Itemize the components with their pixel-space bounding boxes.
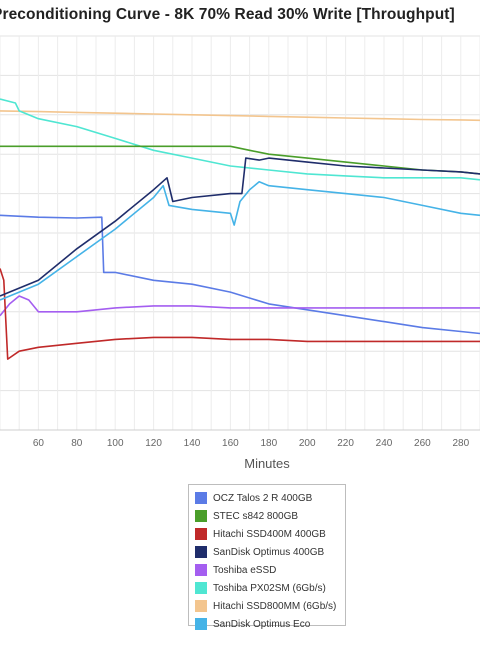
legend-label: Toshiba PX02SM (6Gb/s): [213, 582, 326, 594]
legend-item: Hitachi SSD400M 400GB: [195, 525, 339, 543]
x-tick-label: 260: [414, 438, 431, 449]
chart-grid: [0, 35, 480, 431]
legend-item: SanDisk Optimus 400GB: [195, 543, 339, 561]
legend-item: Toshiba eSSD: [195, 561, 339, 579]
legend-label: SanDisk Optimus Eco: [213, 618, 311, 630]
legend-label: OCZ Talos 2 R 400GB: [213, 492, 313, 504]
legend-swatch: [195, 546, 207, 558]
x-tick-label: 120: [145, 438, 162, 449]
x-tick-label: 240: [376, 438, 393, 449]
x-tick-label: 220: [337, 438, 354, 449]
chart-plot: 60 80 100 120 140 160 180 200 220 240 260 280: [0, 35, 480, 449]
x-tick-label: 200: [299, 438, 316, 449]
legend-item: Toshiba PX02SM (6Gb/s): [195, 579, 339, 597]
legend-item: Hitachi SSD800MM (6Gb/s): [195, 597, 339, 615]
legend-label: STEC s842 800GB: [213, 510, 299, 522]
series-line-sandisk-optimus-eco: [0, 181, 480, 301]
series-line-sandisk-optimus-400gb: [0, 157, 480, 297]
legend-swatch: [195, 600, 207, 612]
x-tick-label: 160: [222, 438, 239, 449]
x-tick-label: 80: [71, 438, 83, 449]
legend-item: STEC s842 800GB: [195, 507, 339, 525]
legend-swatch: [195, 582, 207, 594]
series-line-hitachi-ssd800mm-6gb-s: [0, 110, 480, 122]
x-tick-label: 280: [452, 438, 469, 449]
legend-item: SanDisk Optimus Eco: [195, 615, 339, 633]
chart-x-ticks: 60 80 100 120 140 160 180 200 220 240 260 280: [33, 438, 470, 449]
series-line-toshiba-px02sm-6gb-s: [0, 98, 480, 181]
legend-label: Hitachi SSD400M 400GB: [213, 528, 326, 540]
legend-swatch: [195, 618, 207, 630]
chart-legend: OCZ Talos 2 R 400GB STEC s842 800GB Hitach…: [188, 484, 346, 630]
x-axis-label: Minutes: [244, 456, 290, 471]
x-tick-label: 140: [184, 438, 201, 449]
legend-label: Hitachi SSD800MM (6Gb/s): [213, 600, 337, 612]
series-line-toshiba-essd: [0, 295, 480, 317]
chart-title: Preconditioning Curve - 8K 70% Read 30% …: [0, 6, 455, 23]
legend-label: SanDisk Optimus 400GB: [213, 546, 325, 558]
x-tick-label: 60: [33, 438, 45, 449]
series-line-hitachi-ssd400m-400gb: [0, 268, 480, 360]
legend-swatch: [195, 492, 207, 504]
legend-swatch: [195, 528, 207, 540]
legend-label: Toshiba eSSD: [213, 564, 277, 576]
chart-series-lines: [0, 98, 480, 360]
x-tick-label: 180: [260, 438, 277, 449]
legend-swatch: [195, 510, 207, 522]
legend-item: OCZ Talos 2 R 400GB: [195, 489, 339, 507]
series-line-ocz-talos-2-r-400gb: [0, 214, 480, 335]
x-tick-label: 100: [107, 438, 124, 449]
legend-swatch: [195, 564, 207, 576]
